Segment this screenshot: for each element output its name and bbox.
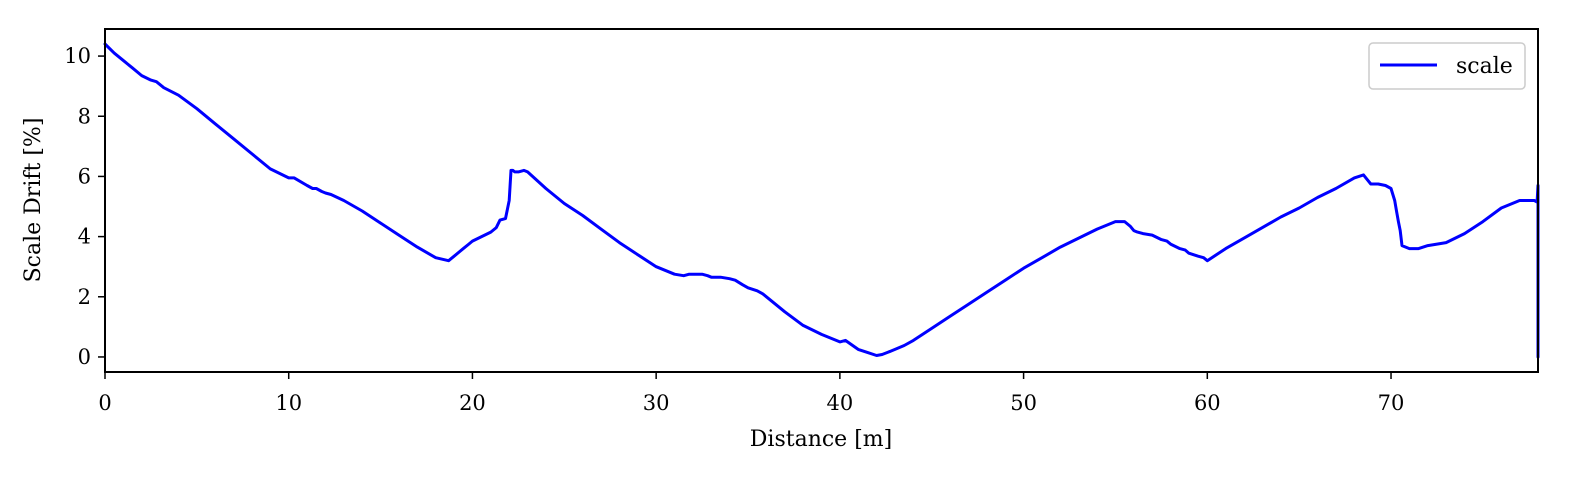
y-tick-label: 10 bbox=[64, 44, 91, 68]
x-tick-label: 40 bbox=[827, 391, 854, 415]
legend-label-scale: scale bbox=[1456, 54, 1513, 79]
x-tick-label: 70 bbox=[1378, 391, 1405, 415]
x-tick-label: 50 bbox=[1010, 391, 1037, 415]
series-line-scale bbox=[103, 42, 1540, 359]
x-tick-label: 0 bbox=[98, 391, 111, 415]
y-tick-label: 2 bbox=[78, 285, 91, 309]
y-axis-label: Scale Drift [%] bbox=[21, 118, 46, 283]
y-tick-label: 4 bbox=[78, 225, 91, 249]
y-tick-label: 0 bbox=[78, 345, 91, 369]
x-axis-ticks: 0 10 20 30 40 50 60 70 bbox=[98, 372, 1404, 415]
plot-frame bbox=[104, 28, 1539, 373]
x-tick-label: 30 bbox=[643, 391, 670, 415]
legend: scale bbox=[1368, 42, 1526, 90]
x-tick-label: 20 bbox=[459, 391, 486, 415]
legend-box bbox=[1368, 42, 1526, 90]
y-tick-label: 8 bbox=[78, 104, 91, 128]
x-tick-label: 10 bbox=[275, 391, 302, 415]
y-axis-ticks: 0 2 4 6 8 10 bbox=[64, 44, 105, 369]
x-tick-label: 60 bbox=[1194, 391, 1221, 415]
x-axis-label: Distance [m] bbox=[750, 427, 892, 452]
y-tick-label: 6 bbox=[78, 164, 91, 188]
